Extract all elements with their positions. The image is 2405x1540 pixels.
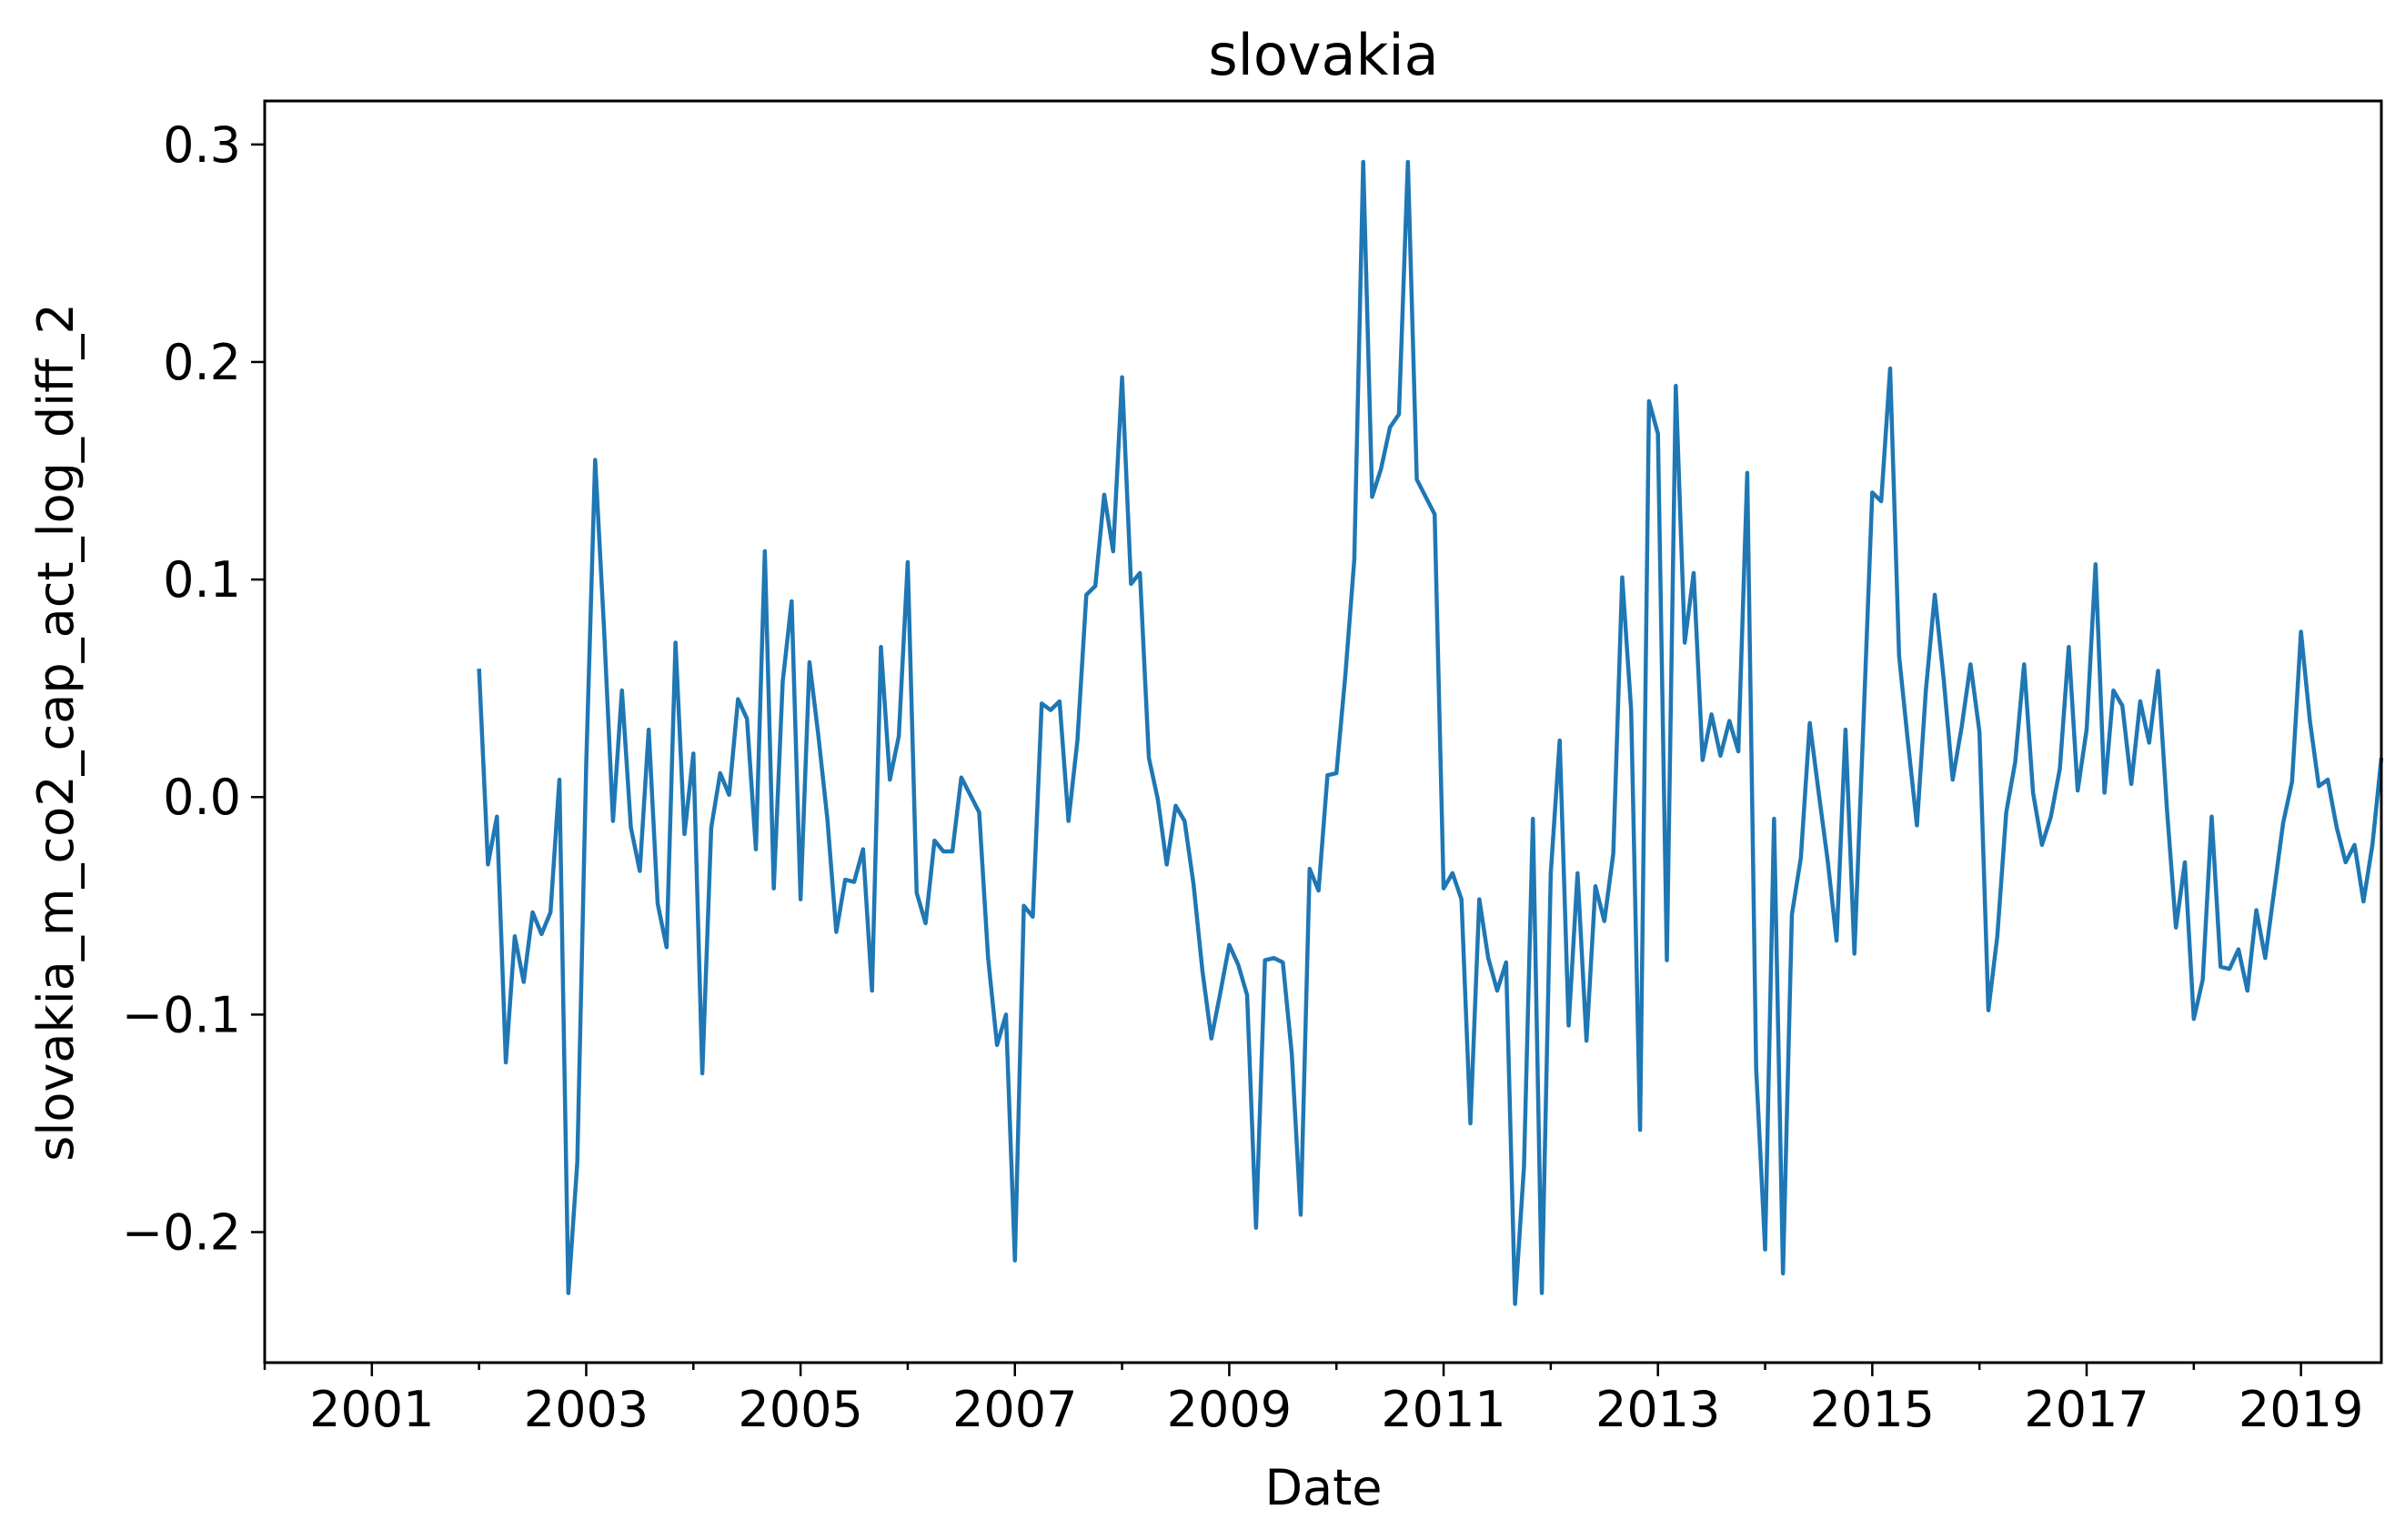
- y-tick-label: 0.0: [163, 769, 241, 826]
- x-tick-label: 2003: [524, 1381, 649, 1438]
- chart-title: slovakia: [1208, 22, 1438, 88]
- y-tick-label: 0.1: [163, 551, 241, 609]
- x-tick-label: 2011: [1381, 1381, 1505, 1438]
- y-axis: −0.2 −0.1 0.0 0.1 0.2 0.3: [122, 116, 265, 1262]
- x-tick-label: 2009: [1167, 1381, 1292, 1438]
- y-axis-label: slovakia_m_co2_cap_act_log_diff_2: [27, 303, 85, 1161]
- x-tick-label: 2017: [2024, 1381, 2148, 1438]
- x-tick-label: 2013: [1595, 1381, 1720, 1438]
- x-tick-label: 2001: [309, 1381, 434, 1438]
- plot-frame: [263, 99, 2383, 1364]
- x-tick-label: 2007: [952, 1381, 1077, 1438]
- y-tick-label: 0.2: [163, 334, 241, 391]
- x-tick-label: 2005: [738, 1381, 862, 1438]
- x-tick-label: 2019: [2239, 1381, 2363, 1438]
- x-tick-label: 2015: [1810, 1381, 1935, 1438]
- series-line-0: [477, 159, 2384, 1306]
- y-tick-label: −0.1: [122, 986, 241, 1043]
- x-axis: 2001 2003 2005 2007 2009 2011 2013 2015 2017 2019: [263, 1363, 2363, 1438]
- y-tick-label: −0.2: [122, 1204, 241, 1262]
- y-tick-label: 0.3: [163, 116, 241, 174]
- x-axis-label: Date: [1264, 1459, 1382, 1516]
- plot-area: [477, 159, 2384, 1306]
